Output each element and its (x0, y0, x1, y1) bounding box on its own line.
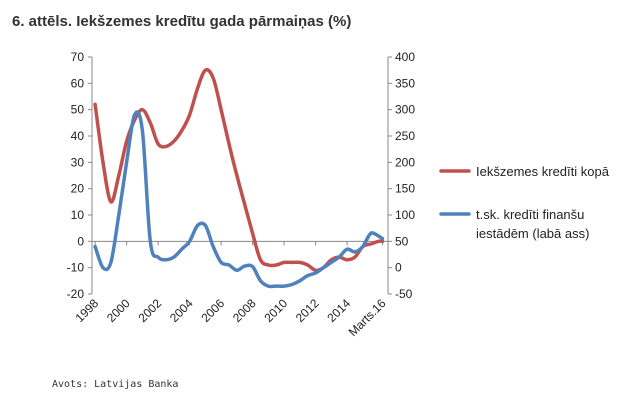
left-tick-label: 50 (71, 103, 85, 117)
right-tick-label: 250 (395, 129, 415, 143)
left-tick-label: 20 (71, 182, 85, 196)
legend-label-line: iestādēm (labā ass) (476, 226, 589, 241)
left-tick-label: 70 (71, 50, 85, 64)
source-note: Avots: Latvijas Banka (52, 379, 179, 390)
left-tick-label: -20 (67, 287, 85, 301)
right-tick-label: 300 (395, 103, 415, 117)
series-line-total-credit (93, 67, 385, 273)
x-tick-label: 2004 (167, 296, 196, 325)
left-tick-label: 40 (71, 129, 85, 143)
legend-label-total: Iekšzemes kredīti kopā (476, 164, 610, 179)
right-tick-label: -50 (395, 287, 413, 301)
x-tick-label: 2002 (135, 296, 164, 325)
left-tick-label: 60 (71, 76, 85, 90)
right-tick-label: 0 (395, 261, 402, 275)
x-tick-label: Marts.16 (346, 296, 389, 339)
x-tick-label: 2010 (261, 296, 290, 325)
left-tick-label: -10 (67, 261, 85, 275)
series-lines (93, 67, 385, 289)
x-tick-label: 2000 (104, 296, 133, 325)
x-tick-label: 2006 (198, 296, 227, 325)
right-tick-label: 400 (395, 50, 415, 64)
left-tick-label: 10 (71, 208, 85, 222)
left-tick-label: 30 (71, 155, 85, 169)
x-tick-label: 2008 (230, 296, 259, 325)
right-tick-label: 350 (395, 76, 415, 90)
x-tick-label: 2012 (293, 296, 322, 325)
legend-label-line: t.sk. kredīti finanšu (476, 207, 584, 222)
right-tick-label: 200 (395, 155, 415, 169)
left-tick-label: 0 (77, 234, 84, 248)
legend: Iekšzemes kredīti kopā t.sk. kredīti fin… (439, 164, 610, 241)
right-tick-label: 50 (395, 234, 409, 248)
chart-title: 6. attēls. Iekšzemes kredītu gada pārmai… (12, 13, 352, 30)
right-tick-label: 100 (395, 208, 415, 222)
right-tick-label: 150 (395, 182, 415, 196)
series-line-financial-institutions (93, 110, 385, 289)
x-tick-label: 2014 (324, 296, 353, 325)
legend-label-financial: t.sk. kredīti finanšu iestādēm (labā ass) (476, 207, 589, 241)
